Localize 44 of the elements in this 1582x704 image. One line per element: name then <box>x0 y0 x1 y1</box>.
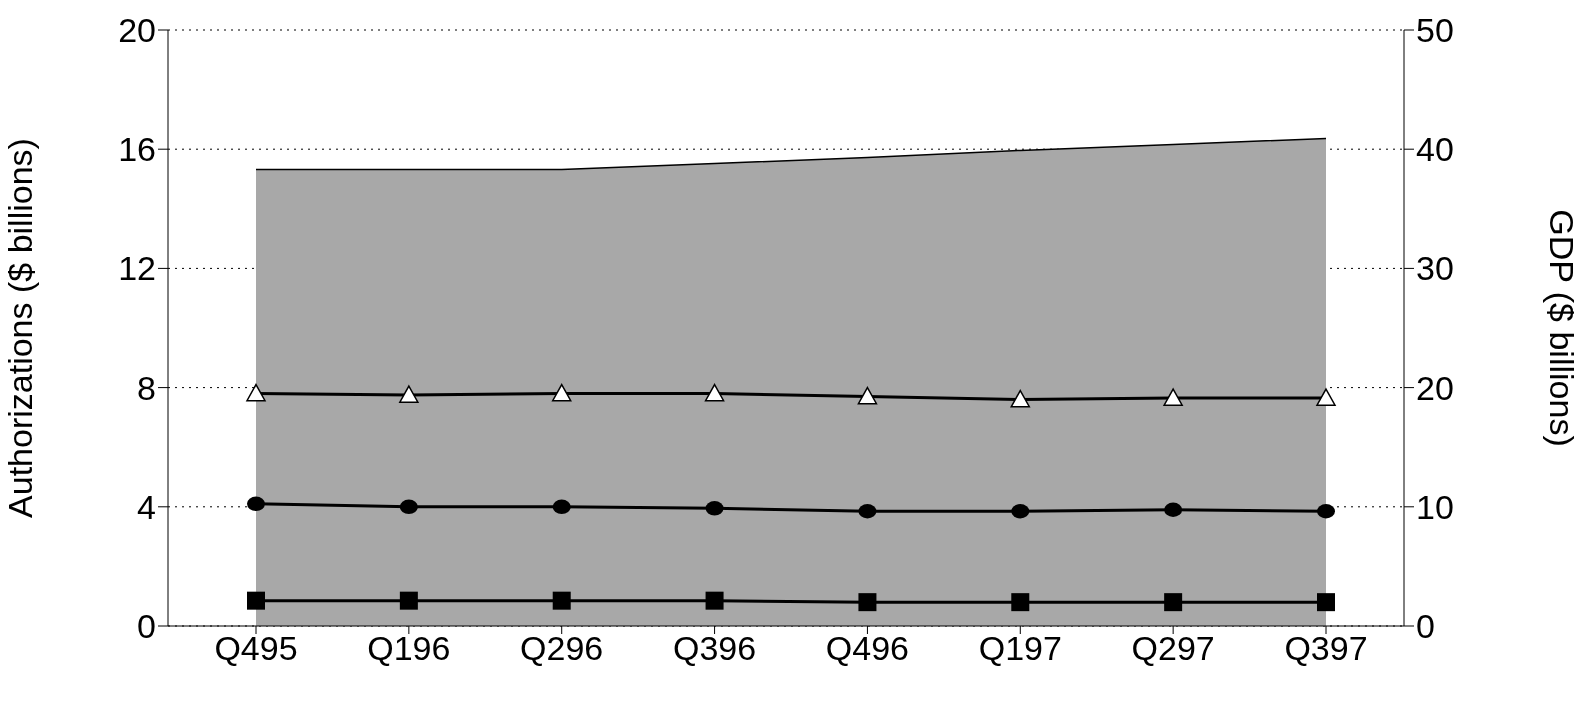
point <box>1317 504 1335 519</box>
x-tick-label: Q297 <box>1131 629 1215 668</box>
y2-tick-label: 30 <box>1416 249 1454 288</box>
y2-tick-label: 20 <box>1416 368 1454 407</box>
point <box>1164 593 1183 612</box>
y2-tick-label: 50 <box>1416 11 1454 50</box>
point <box>399 591 418 610</box>
point <box>551 383 572 402</box>
y-tick-label: 20 <box>118 11 156 50</box>
x-tick-label: Q397 <box>1284 629 1368 668</box>
y-tick-label: 16 <box>118 130 156 169</box>
point <box>1164 502 1183 517</box>
point <box>705 591 724 610</box>
y-tick-label: 12 <box>118 249 156 288</box>
x-tick-label: Q496 <box>825 629 910 668</box>
x-tick-label: Q495 <box>214 629 298 668</box>
point <box>1163 388 1183 406</box>
point <box>1011 593 1030 612</box>
point <box>399 499 418 514</box>
point <box>552 591 571 610</box>
point <box>247 591 265 610</box>
point <box>857 386 878 405</box>
point <box>858 593 877 612</box>
point <box>1317 593 1335 612</box>
point <box>552 499 571 514</box>
x-tick-label: Q196 <box>367 629 451 668</box>
y-tick-label: 8 <box>137 368 156 407</box>
y2-tick-label: 40 <box>1416 130 1454 169</box>
point <box>246 383 266 402</box>
x-tick-label: Q396 <box>672 629 757 668</box>
y2-tick-label: 10 <box>1416 487 1454 526</box>
point <box>704 383 725 402</box>
y-tick-label: 4 <box>137 487 156 526</box>
point <box>1316 388 1336 406</box>
y2-tick-label: 0 <box>1416 607 1435 646</box>
point <box>399 385 419 403</box>
point <box>247 496 265 512</box>
point <box>1010 389 1031 408</box>
x-tick-label: Q197 <box>978 629 1062 668</box>
point <box>1011 504 1030 519</box>
x-tick-label: Q296 <box>520 629 604 668</box>
y-tick-label: 0 <box>137 607 156 646</box>
point <box>705 501 724 516</box>
point <box>858 504 877 519</box>
